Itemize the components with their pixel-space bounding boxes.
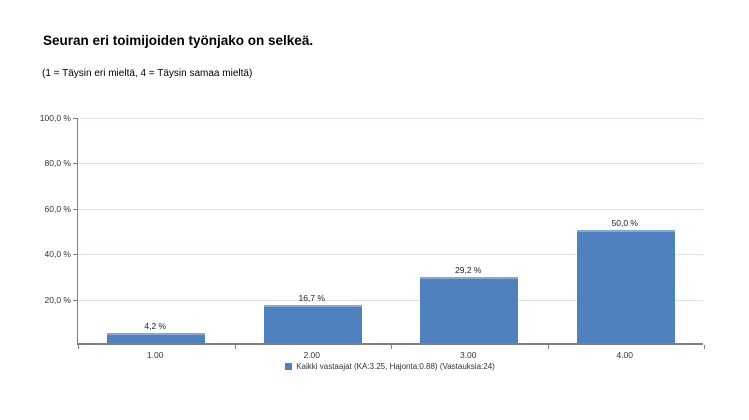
legend: Kaikki vastaajat (KA:3.25, Hajonta:0.88)… [77,362,703,371]
x-axis-category-label: 2.00 [303,350,321,360]
y-axis-tick-label: 20,0 % [44,294,71,305]
bar-4.00 [576,229,675,343]
x-axis-tick [391,345,392,349]
y-axis-tick [73,163,78,165]
gridline [78,208,703,210]
x-axis-tick [78,345,79,349]
gridline [78,254,703,256]
y-axis-tick [73,254,78,256]
y-axis-tick-label: 100,0 % [39,113,71,123]
bar-value-label: 50,0 % [611,217,638,228]
gridline [78,118,703,119]
x-axis-tick [704,345,705,349]
x-axis-category-label: 1.00 [146,350,164,360]
bar-2.00 [263,305,362,343]
y-axis-tick [73,208,78,210]
bar-value-label: 4,2 % [144,321,167,332]
bar-value-label: 29,2 % [455,264,482,275]
chart-title: Seuran eri toimijoiden työnjako on selke… [43,33,314,48]
y-axis-tick-label: 40,0 % [44,249,71,260]
plot-area [73,118,705,349]
gridline [78,163,703,165]
chart-subtitle: (1 = Täysin eri mieltä, 4 = Täysin samaa… [42,68,253,79]
x-axis-tick [547,345,549,349]
x-axis-category-label: 4.00 [616,350,634,360]
bar-value-label: 16,7 % [298,293,325,304]
bar-1.00 [107,333,206,343]
y-axis-tick [73,299,78,301]
x-axis-category-label: 3.00 [459,350,477,360]
y-axis-tick-label: 60,0 % [44,203,71,214]
bar-3.00 [420,276,519,343]
y-axis-tick-label: 80,0 % [44,158,71,169]
legend-label: Kaikki vastaajat (KA:3.25, Hajonta:0.88)… [296,362,495,371]
x-axis-tick [234,345,236,349]
y-axis-tick [73,118,78,119]
gridline [78,299,703,301]
legend-marker-icon [285,363,293,370]
